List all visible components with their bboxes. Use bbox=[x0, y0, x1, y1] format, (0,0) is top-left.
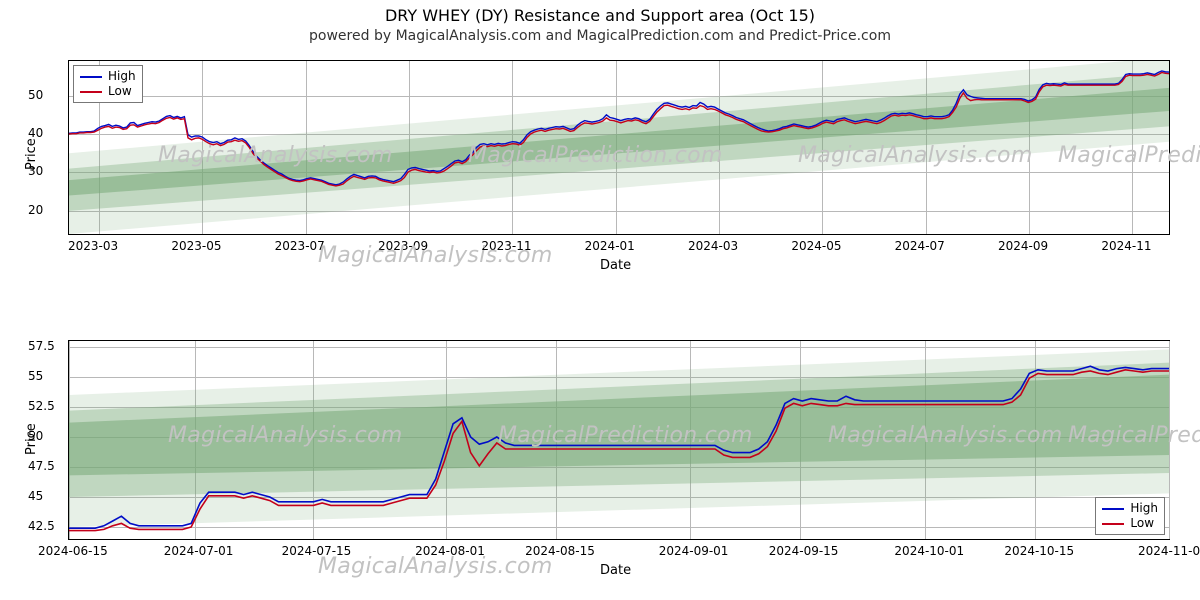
ytick: 30 bbox=[28, 164, 62, 178]
xtick: 2024-09-01 bbox=[659, 544, 729, 558]
chart-panel-long-range: HighLow bbox=[68, 60, 1170, 235]
panelA-xlabel: Date bbox=[600, 258, 631, 273]
ytick: 20 bbox=[28, 203, 62, 217]
xtick: 2024-11-01 bbox=[1138, 544, 1200, 558]
xtick: 2023-07 bbox=[275, 239, 325, 253]
series-low bbox=[69, 73, 1169, 186]
xtick: 2024-09-15 bbox=[769, 544, 839, 558]
ytick: 50 bbox=[28, 88, 62, 102]
ytick: 47.5 bbox=[28, 459, 62, 473]
xtick: 2024-10-15 bbox=[1004, 544, 1074, 558]
xtick: 2023-05 bbox=[171, 239, 221, 253]
xtick: 2024-10-01 bbox=[894, 544, 964, 558]
panelB-xlabel: Date bbox=[600, 563, 631, 578]
xtick: 2024-08-15 bbox=[525, 544, 595, 558]
xtick: 2024-06-15 bbox=[38, 544, 108, 558]
legend-label: Low bbox=[1130, 516, 1154, 531]
xtick: 2024-01 bbox=[585, 239, 635, 253]
ytick: 55 bbox=[28, 369, 62, 383]
xtick: 2024-09 bbox=[998, 239, 1048, 253]
legend-label: High bbox=[1130, 501, 1158, 516]
ytick: 57.5 bbox=[28, 339, 62, 353]
page-subtitle: powered by MagicalAnalysis.com and Magic… bbox=[0, 28, 1200, 44]
chart-panel-recent: HighLow bbox=[68, 340, 1170, 540]
ytick: 40 bbox=[28, 126, 62, 140]
ytick: 45 bbox=[28, 489, 62, 503]
series-low bbox=[69, 370, 1169, 531]
xtick: 2023-09 bbox=[378, 239, 428, 253]
xtick: 2024-07 bbox=[895, 239, 945, 253]
xtick: 2024-08-01 bbox=[415, 544, 485, 558]
legend: HighLow bbox=[73, 65, 143, 103]
xtick: 2024-05 bbox=[791, 239, 841, 253]
ytick: 50 bbox=[28, 429, 62, 443]
xtick: 2024-03 bbox=[688, 239, 738, 253]
ytick: 52.5 bbox=[28, 399, 62, 413]
xtick: 2024-07-01 bbox=[164, 544, 234, 558]
legend-label: High bbox=[108, 69, 136, 84]
page-title: DRY WHEY (DY) Resistance and Support are… bbox=[0, 6, 1200, 25]
xtick: 2023-03 bbox=[68, 239, 118, 253]
legend-label: Low bbox=[108, 84, 132, 99]
xtick: 2023-11 bbox=[481, 239, 531, 253]
series-high bbox=[69, 71, 1169, 185]
legend: HighLow bbox=[1095, 497, 1165, 535]
xtick: 2024-07-15 bbox=[282, 544, 352, 558]
series-high bbox=[69, 366, 1169, 528]
ytick: 42.5 bbox=[28, 519, 62, 533]
xtick: 2024-11 bbox=[1101, 239, 1151, 253]
